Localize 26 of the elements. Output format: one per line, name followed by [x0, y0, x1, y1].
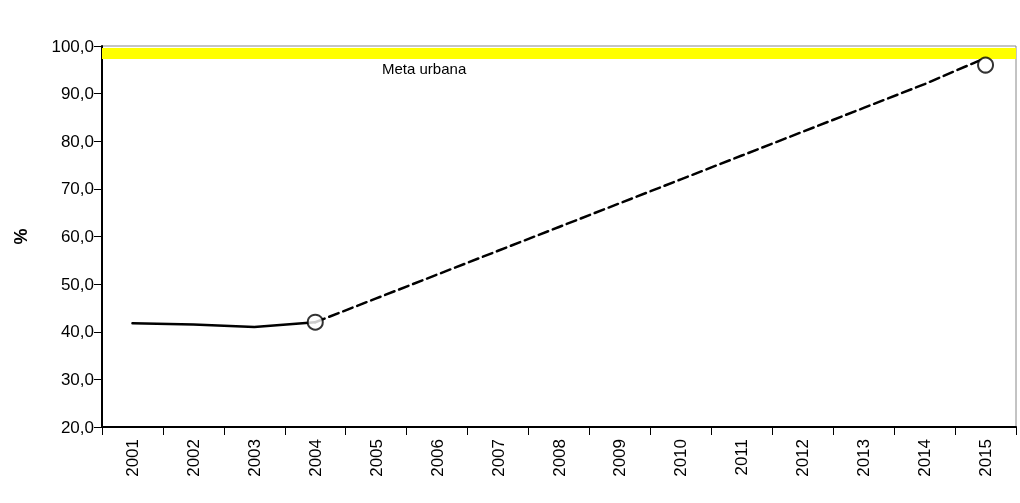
y-tick-label: 60,0	[60, 227, 94, 246]
x-tick-label: 2006	[427, 439, 447, 477]
y-tick-label: 40,0	[60, 322, 94, 342]
x-tick-label: 2014	[915, 439, 935, 477]
y-tick-label: 90,0	[60, 84, 94, 104]
y-tick-label: 80,0	[60, 131, 94, 151]
y-tick-label: 100,0	[51, 36, 94, 56]
x-tick-label: 2011	[732, 439, 752, 476]
x-tick-label: 2009	[610, 439, 630, 477]
x-tick-label: 2008	[549, 439, 569, 477]
y-tick-label: 50,0	[60, 274, 94, 294]
x-tick-label: 2013	[854, 439, 874, 477]
x-tick-label: 2002	[183, 439, 203, 477]
x-tick-label: 2015	[976, 439, 996, 477]
y-tick-label: 20,0	[60, 417, 94, 437]
y-tick-label: 70,0	[60, 179, 94, 199]
x-tick-label: 2005	[366, 439, 386, 477]
x-tick-label: 2012	[793, 439, 813, 477]
ref-line-label: Meta urbana	[382, 60, 467, 78]
y-axis-title: %	[11, 228, 31, 245]
x-tick-label: 2001	[122, 439, 142, 477]
y-tick-label: 30,0	[60, 369, 94, 389]
x-tick-label: 2004	[305, 439, 325, 477]
x-tick-label: 2003	[244, 439, 264, 477]
x-tick-label: 2010	[671, 439, 691, 477]
x-tick-label: 2007	[488, 439, 508, 477]
